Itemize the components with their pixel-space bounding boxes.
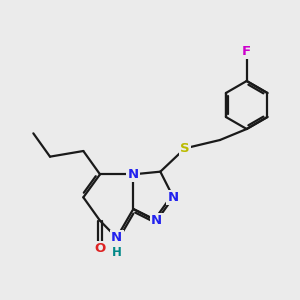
Text: H: H xyxy=(112,246,122,259)
Text: S: S xyxy=(180,142,190,155)
Text: N: N xyxy=(111,231,122,244)
Text: N: N xyxy=(168,191,179,204)
Text: F: F xyxy=(242,45,251,58)
Text: O: O xyxy=(94,242,106,255)
Text: N: N xyxy=(128,168,139,181)
Text: N: N xyxy=(151,214,162,227)
